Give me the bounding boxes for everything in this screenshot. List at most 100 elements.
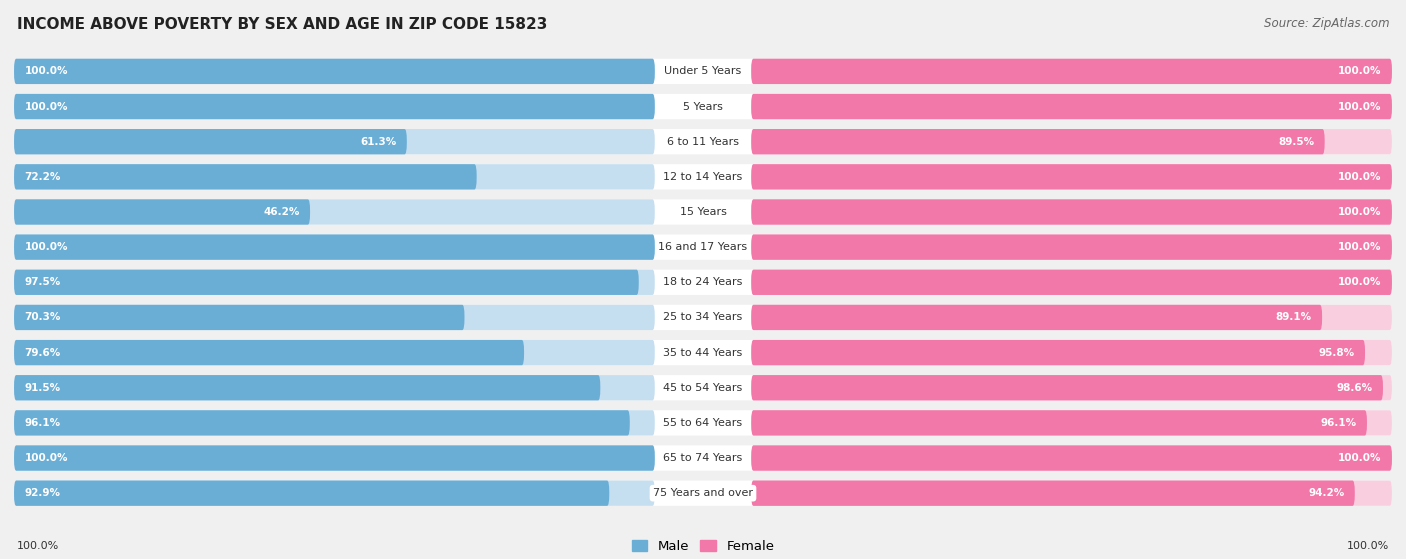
Text: 100.0%: 100.0% — [24, 242, 67, 252]
FancyBboxPatch shape — [14, 129, 655, 154]
FancyBboxPatch shape — [751, 410, 1392, 435]
Text: 100.0%: 100.0% — [1339, 172, 1382, 182]
Text: 16 and 17 Years: 16 and 17 Years — [658, 242, 748, 252]
FancyBboxPatch shape — [14, 481, 609, 506]
FancyBboxPatch shape — [751, 129, 1392, 154]
FancyBboxPatch shape — [14, 59, 655, 84]
FancyBboxPatch shape — [751, 375, 1392, 400]
Text: 79.6%: 79.6% — [24, 348, 60, 358]
Text: 100.0%: 100.0% — [1339, 67, 1382, 77]
FancyBboxPatch shape — [14, 200, 655, 225]
FancyBboxPatch shape — [14, 269, 638, 295]
FancyBboxPatch shape — [14, 446, 1392, 471]
FancyBboxPatch shape — [751, 164, 1392, 190]
FancyBboxPatch shape — [14, 200, 311, 225]
FancyBboxPatch shape — [14, 94, 655, 119]
FancyBboxPatch shape — [14, 269, 1392, 295]
Text: 91.5%: 91.5% — [24, 383, 60, 393]
Text: 94.2%: 94.2% — [1308, 488, 1344, 498]
FancyBboxPatch shape — [751, 59, 1392, 84]
Text: 55 to 64 Years: 55 to 64 Years — [664, 418, 742, 428]
FancyBboxPatch shape — [751, 446, 1392, 471]
FancyBboxPatch shape — [751, 305, 1322, 330]
FancyBboxPatch shape — [14, 269, 655, 295]
Text: 100.0%: 100.0% — [24, 453, 67, 463]
Text: 5 Years: 5 Years — [683, 102, 723, 112]
FancyBboxPatch shape — [751, 200, 1392, 225]
Text: 89.1%: 89.1% — [1275, 312, 1312, 323]
FancyBboxPatch shape — [14, 446, 655, 471]
Text: 100.0%: 100.0% — [24, 67, 67, 77]
Text: 46.2%: 46.2% — [263, 207, 299, 217]
Text: 100.0%: 100.0% — [1339, 207, 1382, 217]
FancyBboxPatch shape — [751, 164, 1392, 190]
FancyBboxPatch shape — [751, 340, 1392, 365]
FancyBboxPatch shape — [14, 59, 655, 84]
FancyBboxPatch shape — [14, 164, 655, 190]
FancyBboxPatch shape — [14, 129, 406, 154]
FancyBboxPatch shape — [14, 446, 655, 471]
FancyBboxPatch shape — [751, 269, 1392, 295]
Text: 97.5%: 97.5% — [24, 277, 60, 287]
Text: 100.0%: 100.0% — [24, 102, 67, 112]
FancyBboxPatch shape — [14, 234, 655, 260]
FancyBboxPatch shape — [14, 234, 655, 260]
FancyBboxPatch shape — [14, 375, 1392, 400]
Text: 75 Years and over: 75 Years and over — [652, 488, 754, 498]
Text: 89.5%: 89.5% — [1278, 137, 1315, 146]
FancyBboxPatch shape — [751, 94, 1392, 119]
FancyBboxPatch shape — [14, 305, 655, 330]
Text: 45 to 54 Years: 45 to 54 Years — [664, 383, 742, 393]
FancyBboxPatch shape — [14, 410, 1392, 435]
Text: 98.6%: 98.6% — [1337, 383, 1372, 393]
Legend: Male, Female: Male, Female — [626, 535, 780, 558]
FancyBboxPatch shape — [14, 410, 630, 435]
FancyBboxPatch shape — [14, 340, 655, 365]
FancyBboxPatch shape — [751, 269, 1392, 295]
FancyBboxPatch shape — [14, 234, 1392, 260]
FancyBboxPatch shape — [14, 375, 655, 400]
Text: Source: ZipAtlas.com: Source: ZipAtlas.com — [1264, 17, 1389, 30]
FancyBboxPatch shape — [14, 164, 477, 190]
Text: 65 to 74 Years: 65 to 74 Years — [664, 453, 742, 463]
FancyBboxPatch shape — [14, 200, 1392, 225]
Text: 35 to 44 Years: 35 to 44 Years — [664, 348, 742, 358]
Text: 100.0%: 100.0% — [1339, 102, 1382, 112]
FancyBboxPatch shape — [14, 410, 655, 435]
Text: 100.0%: 100.0% — [1347, 541, 1389, 551]
Text: Under 5 Years: Under 5 Years — [665, 67, 741, 77]
FancyBboxPatch shape — [751, 234, 1392, 260]
Text: 100.0%: 100.0% — [1339, 242, 1382, 252]
Text: 100.0%: 100.0% — [17, 541, 59, 551]
Text: INCOME ABOVE POVERTY BY SEX AND AGE IN ZIP CODE 15823: INCOME ABOVE POVERTY BY SEX AND AGE IN Z… — [17, 17, 547, 32]
Text: 96.1%: 96.1% — [1320, 418, 1357, 428]
FancyBboxPatch shape — [751, 200, 1392, 225]
Text: 61.3%: 61.3% — [360, 137, 396, 146]
Text: 100.0%: 100.0% — [1339, 277, 1382, 287]
FancyBboxPatch shape — [751, 340, 1365, 365]
Text: 70.3%: 70.3% — [24, 312, 60, 323]
FancyBboxPatch shape — [14, 375, 600, 400]
FancyBboxPatch shape — [751, 410, 1367, 435]
Text: 25 to 34 Years: 25 to 34 Years — [664, 312, 742, 323]
FancyBboxPatch shape — [14, 481, 1392, 506]
FancyBboxPatch shape — [751, 129, 1324, 154]
FancyBboxPatch shape — [14, 340, 524, 365]
FancyBboxPatch shape — [14, 94, 1392, 119]
FancyBboxPatch shape — [751, 481, 1355, 506]
FancyBboxPatch shape — [14, 305, 464, 330]
Text: 92.9%: 92.9% — [24, 488, 60, 498]
FancyBboxPatch shape — [751, 59, 1392, 84]
FancyBboxPatch shape — [14, 481, 655, 506]
Text: 95.8%: 95.8% — [1319, 348, 1355, 358]
FancyBboxPatch shape — [14, 340, 1392, 365]
FancyBboxPatch shape — [14, 305, 1392, 330]
Text: 72.2%: 72.2% — [24, 172, 60, 182]
FancyBboxPatch shape — [751, 94, 1392, 119]
FancyBboxPatch shape — [14, 94, 655, 119]
FancyBboxPatch shape — [751, 234, 1392, 260]
FancyBboxPatch shape — [751, 481, 1392, 506]
Text: 100.0%: 100.0% — [1339, 453, 1382, 463]
FancyBboxPatch shape — [14, 129, 1392, 154]
Text: 96.1%: 96.1% — [24, 418, 60, 428]
